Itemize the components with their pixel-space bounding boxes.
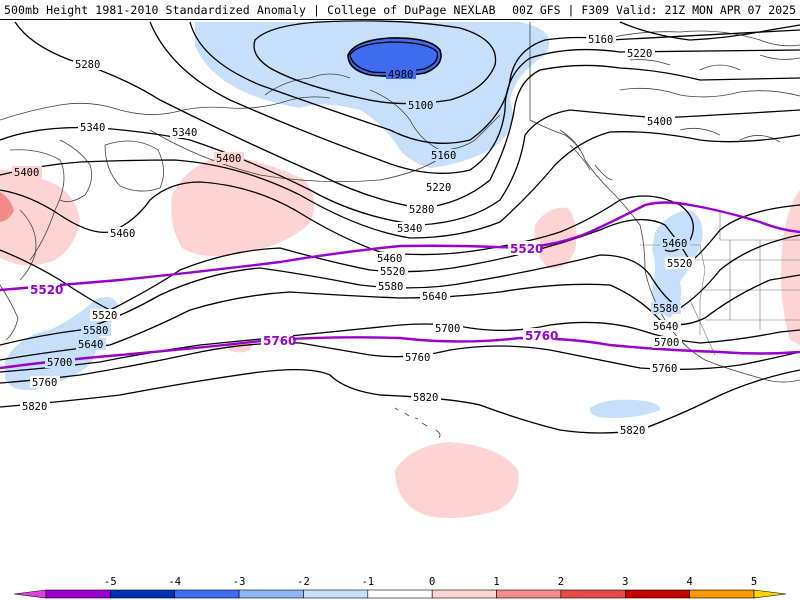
colorbar-tick-label: 1 (493, 576, 499, 588)
contour-label: 5100 (408, 100, 433, 112)
contour-labels: 4980 5100 5160 5160 5220 5220 5280 5280 … (12, 33, 695, 437)
highlight-labels: 5520 5520 5760 5760 (28, 241, 558, 348)
contour-label: 5340 (397, 223, 422, 235)
contour-label: 5460 (662, 238, 687, 250)
contour-label: 5220 (426, 182, 451, 194)
contour-label: 5700 (654, 337, 679, 349)
contour-label: 5760 (32, 377, 57, 389)
positive-anomaly-japan (0, 170, 80, 266)
contour-label: 5160 (588, 34, 613, 46)
contour-label: 5820 (620, 425, 645, 437)
contour-5580 (0, 234, 800, 346)
contour-5160 (189, 21, 800, 144)
contour-5220 (149, 21, 800, 174)
highlight-label: 5520 (30, 283, 63, 297)
contour-label: 5760 (405, 352, 430, 364)
contour-label: 5340 (80, 122, 105, 134)
negative-anomaly-alaska (195, 22, 550, 168)
contour-5760-highlight (0, 336, 800, 370)
colorbar-segment (560, 589, 626, 599)
contour-label: 5580 (378, 281, 403, 293)
coastlines (0, 22, 800, 383)
contour-label: 5640 (653, 321, 678, 333)
contour-label: 5460 (110, 228, 135, 240)
colorbar-tick-labels: -5 -4 -3 -2 -1 0 1 2 3 4 5 (104, 576, 757, 588)
contour-label: 5520 (380, 266, 405, 278)
contour-label: 5400 (14, 167, 39, 179)
colorbar-tick-label: 0 (429, 576, 435, 588)
colorbar-segment (303, 589, 369, 599)
contour-label: 5640 (422, 291, 447, 303)
contour-label: 5280 (75, 59, 100, 71)
colorbar-tick-label: 2 (558, 576, 564, 588)
colorbar-segment (110, 589, 176, 599)
strong-positive-anomaly-japan (0, 192, 14, 222)
colorbar-segment (174, 589, 240, 599)
contour-label: 5280 (409, 204, 434, 216)
colorbar-tick-label: -1 (361, 576, 374, 588)
contour-label: 5640 (78, 339, 103, 351)
colorbar-segment (431, 589, 497, 599)
highlight-label: 5760 (263, 334, 296, 348)
colorbar-tick-label: 5 (751, 576, 757, 588)
contour-label: 5400 (647, 116, 672, 128)
contour-5100 (253, 20, 497, 105)
contour-label: 5520 (92, 310, 117, 322)
contour-label: 5220 (627, 48, 652, 60)
colorbar-tick-label: -3 (233, 576, 246, 588)
contour-label: 5400 (216, 153, 241, 165)
contour-label: 5580 (83, 325, 108, 337)
product-title: 500mb Height 1981-2010 Standardized Anom… (4, 3, 496, 17)
highlight-label: 5760 (525, 329, 558, 343)
contour-label: 5700 (47, 357, 72, 369)
colorbar-legend: -5 -4 -3 -2 -1 0 1 2 3 4 5 (0, 572, 800, 600)
colorbar-tick-label: 4 (686, 576, 692, 588)
contour-4980 (349, 41, 439, 74)
colorbar-tick-label: -2 (297, 576, 310, 588)
positive-anomaly-north-pacific (171, 155, 315, 257)
negative-anomaly-west-pacific (5, 296, 118, 391)
contour-5400 (0, 131, 800, 239)
contour-label: 5820 (413, 392, 438, 404)
highlight-label: 5520 (510, 242, 543, 256)
contour-label: 5580 (653, 303, 678, 315)
anomaly-shading (0, 22, 800, 518)
negative-anomaly-subtropics (589, 399, 661, 418)
contour-label: 5340 (172, 127, 197, 139)
contour-label: 5760 (652, 363, 677, 375)
contour-label: 5460 (377, 253, 402, 265)
colorbar-tick-label: 3 (622, 576, 628, 588)
colorbar-segment (367, 589, 433, 599)
contour-label: 5160 (431, 150, 456, 162)
contour-5340 (0, 109, 800, 226)
map-panel: 4980 5100 5160 5160 5220 5220 5280 5280 … (0, 20, 800, 572)
colorbar-segment (496, 589, 562, 599)
colorbar-segment (238, 589, 304, 599)
positive-anomaly-gulf (534, 207, 577, 269)
model-valid-time: 00Z GFS | F309 Valid: 21Z MON APR 07 202… (512, 3, 796, 17)
strong-negative-anomaly-core (347, 37, 442, 77)
contour-5220-east (619, 21, 800, 41)
hawaiian-islands (394, 407, 441, 439)
colorbar-segment (624, 589, 690, 599)
colorbar-bar (13, 589, 787, 599)
colorbar-right-arrow (753, 589, 787, 599)
contour-label: 5820 (22, 401, 47, 413)
colorbar-segment (45, 589, 111, 599)
colorbar-segment (689, 589, 755, 599)
colorbar-tick-label: -4 (168, 576, 181, 588)
positive-anomaly-hawaii-south (395, 442, 519, 518)
map-header: 500mb Height 1981-2010 Standardized Anom… (0, 0, 800, 20)
colorbar-tick-label: -5 (104, 576, 117, 588)
contour-label: 5520 (667, 258, 692, 270)
contour-label: 5700 (435, 323, 460, 335)
contour-label: 4980 (388, 69, 413, 81)
